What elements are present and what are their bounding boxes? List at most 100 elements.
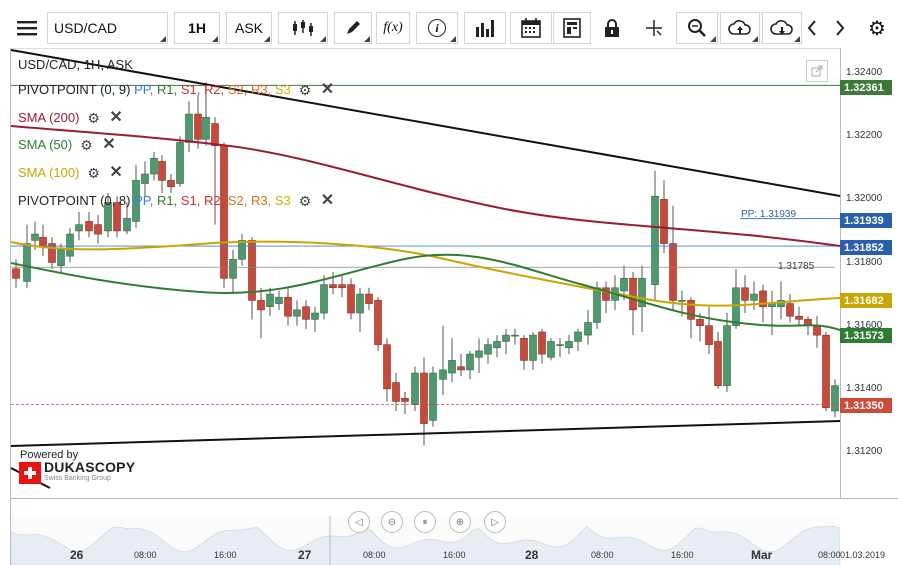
candle-body xyxy=(248,240,256,301)
y-tick: 1.31800 xyxy=(846,257,883,268)
candle-body xyxy=(420,372,428,424)
gear-icon[interactable]: ⚙ xyxy=(298,192,312,209)
current-price-box: 1.31350 xyxy=(840,398,892,413)
x-tick: Mar xyxy=(751,548,773,562)
sma100-line xyxy=(10,240,841,307)
download-button[interactable] xyxy=(762,12,802,44)
dropdown-corner-icon xyxy=(320,36,326,42)
powered-by: Powered by xyxy=(20,449,79,461)
candle xyxy=(320,275,328,320)
close-icon[interactable]: ✕ xyxy=(109,163,123,181)
crosshair-button[interactable] xyxy=(640,12,668,44)
info-button[interactable]: i xyxy=(416,12,458,44)
candle xyxy=(338,275,346,298)
price-chart[interactable] xyxy=(0,48,898,565)
candle-body xyxy=(185,113,193,143)
candle-body xyxy=(113,202,121,232)
legend-sma200[interactable]: SMA (200) ⚙ ✕ xyxy=(18,108,123,126)
candle xyxy=(257,287,265,339)
candle xyxy=(383,338,391,402)
close-icon[interactable]: ✕ xyxy=(109,108,123,126)
menu-icon[interactable] xyxy=(12,12,42,44)
nav-forward-button[interactable]: ▷ xyxy=(484,511,506,533)
candle-body xyxy=(150,157,158,175)
candle xyxy=(484,338,492,364)
cloud-download-icon xyxy=(770,20,793,35)
legend-s1: S1, xyxy=(180,193,201,208)
scroll-left-button[interactable] xyxy=(804,12,820,44)
close-icon[interactable]: ✕ xyxy=(102,135,116,153)
candle-body xyxy=(439,369,447,380)
candle-body xyxy=(48,243,56,263)
legend-sma50[interactable]: SMA (50) ⚙ ✕ xyxy=(18,135,116,153)
indicators-button[interactable]: f(x) xyxy=(376,12,410,44)
close-icon[interactable]: ✕ xyxy=(320,191,335,209)
chart-type-button[interactable] xyxy=(278,12,328,44)
dropdown-corner-icon xyxy=(752,36,758,42)
candle xyxy=(786,294,794,323)
gear-icon[interactable]: ⚙ xyxy=(298,81,312,98)
candle xyxy=(660,180,668,254)
nav-back-button[interactable]: ◁ xyxy=(348,511,370,533)
fullscreen-icon[interactable] xyxy=(806,60,828,82)
calendar-button[interactable] xyxy=(510,12,552,44)
reset-view-button[interactable]: ⏸ xyxy=(414,511,436,533)
candle xyxy=(220,142,228,288)
candle xyxy=(502,328,510,355)
candle xyxy=(475,338,483,374)
legend-pivotpoint-2[interactable]: PIVOTPOINT (0, 8) PP, R1, S1, R2, S2, R3… xyxy=(18,191,335,209)
candle xyxy=(556,338,564,358)
zoom-in-button[interactable]: ⊕ xyxy=(449,511,471,533)
candle xyxy=(293,300,301,326)
chart-header-text: USD/CAD, 1H, ASK xyxy=(18,57,133,72)
pp-price-box: 1.31939 xyxy=(840,213,892,228)
fx-icon: f(x) xyxy=(383,20,403,35)
overview-area xyxy=(10,525,841,565)
legend-s3: S3 xyxy=(274,193,291,208)
gear-icon[interactable]: ⚙ xyxy=(87,164,100,181)
sma100-price-box: 1.31682 xyxy=(840,293,892,308)
dropdown-corner-icon xyxy=(450,36,456,42)
zoom-out-button[interactable]: ⊖ xyxy=(381,511,403,533)
candle-body xyxy=(356,293,364,314)
candle xyxy=(602,281,610,314)
close-icon[interactable]: ✕ xyxy=(320,80,335,98)
scroll-right-button[interactable] xyxy=(832,12,848,44)
candle-body xyxy=(302,306,310,320)
candle-body xyxy=(266,293,274,308)
candle xyxy=(750,281,758,310)
draw-tool-button[interactable] xyxy=(334,12,372,44)
candle-body xyxy=(831,385,839,412)
zoom-in-icon: ⊕ xyxy=(455,516,465,528)
volume-button[interactable] xyxy=(464,12,506,44)
gear-icon[interactable]: ⚙ xyxy=(80,136,93,153)
legend-pivotpoint-1[interactable]: PIVOTPOINT (0, 9) PP, R1, S1, R2, S2, R3… xyxy=(18,80,335,98)
candle-body xyxy=(660,199,668,244)
upload-button[interactable] xyxy=(720,12,760,44)
zoom-button[interactable] xyxy=(676,12,718,44)
legend-sma100[interactable]: SMA (100) ⚙ ✕ xyxy=(18,163,123,181)
candle-body xyxy=(220,145,228,279)
candle xyxy=(104,193,112,238)
x-tick: 08:00 xyxy=(363,550,386,560)
candle xyxy=(39,224,47,257)
timeframe-selector[interactable]: 1H xyxy=(174,12,220,44)
price-side-selector[interactable]: ASK xyxy=(226,12,272,44)
chart-area[interactable]: USD/CAD, 1H, ASK PIVOTPOINT (0, 9) PP, R… xyxy=(0,48,898,565)
lock-button[interactable] xyxy=(598,12,626,44)
candle xyxy=(48,237,56,269)
legend-s3: S3 xyxy=(274,82,291,97)
candle xyxy=(574,328,582,351)
gear-icon[interactable]: ⚙ xyxy=(87,109,100,126)
candle-body xyxy=(448,360,456,374)
candle-body xyxy=(338,284,346,289)
templates-button[interactable] xyxy=(553,12,591,44)
overlays-layer xyxy=(10,49,841,489)
candle xyxy=(565,335,573,355)
overview-strip[interactable] xyxy=(10,516,841,565)
candle xyxy=(795,306,803,326)
candle-body xyxy=(511,334,519,337)
symbol-selector[interactable]: USD/CAD xyxy=(47,12,168,44)
settings-button[interactable]: ⚙ xyxy=(864,12,890,44)
brand-name: DUKASCOPY xyxy=(44,459,136,475)
